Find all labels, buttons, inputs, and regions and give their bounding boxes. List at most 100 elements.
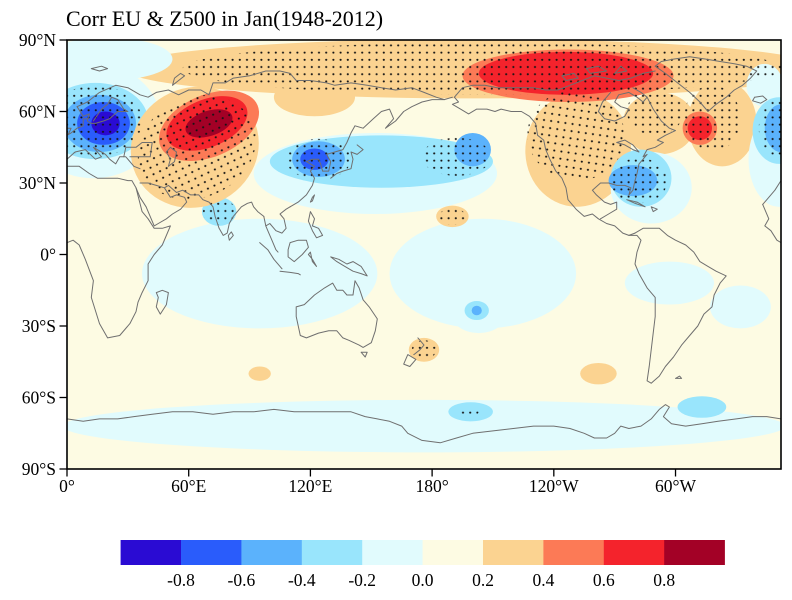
colorbar-segment--0.4to-0.2: [301, 540, 363, 565]
coastline: [762, 180, 781, 205]
coastline: [451, 96, 636, 236]
coastline: [76, 96, 129, 124]
coastline: [227, 231, 234, 241]
contour-blob-southern-ocean-weak-negative-band: [67, 399, 781, 453]
coastline: [307, 251, 317, 267]
colorbar-boundary-label: -0.6: [228, 570, 256, 590]
coastline: [628, 227, 727, 384]
coastline: [650, 206, 658, 213]
coastline: [626, 199, 646, 208]
colorbar-segment-0.2to0.4: [483, 540, 544, 565]
coastline: [67, 404, 781, 444]
contour-blob-south-indian-positive-spot: [248, 366, 271, 381]
contour-blob-se-pacific-negative-inner: [471, 305, 482, 316]
colorbar-boundary-label: -0.2: [348, 570, 376, 590]
contour-blob-se-pacific-positive-spot: [580, 362, 617, 385]
contour-blob-arctic-europe-weak-negative: [67, 40, 173, 81]
coastline: [259, 242, 283, 270]
stipple-sig-tropical-pacific: [439, 208, 466, 225]
colorbar-boundary-label: -0.4: [288, 570, 316, 590]
colorbar-segment-0.6to0.8: [603, 540, 665, 565]
contour-blob-tropical-indian-weak-negative: [142, 218, 378, 329]
stipple-sig-southern-ocean: [458, 407, 479, 417]
stipple-sig-arctic-band: [182, 42, 781, 95]
coastline: [403, 354, 417, 367]
y-tick-label: 90°N: [19, 30, 56, 50]
y-tick-label: 60°S: [22, 388, 56, 408]
axes: 0° 60°E 120°E 180° 120°W 60°W 90°N 60°N 30°N 0° 30…: [19, 30, 697, 496]
coastline: [360, 351, 368, 358]
coastline: [453, 70, 656, 98]
colorbar-boundary-label: 0.2: [472, 570, 494, 590]
colorbar-segment--0.8to-0.6: [181, 540, 242, 565]
coastline: [561, 72, 579, 81]
x-tick-label: 120°E: [288, 476, 332, 496]
coastline: [307, 211, 324, 239]
y-tick-label: 60°N: [19, 102, 56, 122]
coastline: [597, 87, 648, 122]
stipple-sig-west-atlantic: [610, 157, 668, 204]
colorbar-boundary-label: -0.8: [167, 570, 195, 590]
coastline: [76, 70, 453, 108]
coastline: [135, 182, 188, 227]
contour-blob-southern-ocean-negative-spot-east: [677, 396, 727, 418]
colorbar-segment-0.4to0.6: [543, 540, 605, 565]
colorbar-segment--0.6to-0.4: [241, 540, 303, 565]
figure-title: Corr EU & Z500 in Jan(1948-2012): [66, 6, 383, 31]
coastline: [163, 184, 265, 236]
coastline: [165, 146, 177, 167]
colorbar-boundary-label: 0.0: [412, 570, 434, 590]
colorbar-boundary-label: 0.8: [653, 570, 675, 590]
y-tick-label: 90°S: [22, 459, 56, 479]
colorbar-segment-0.0to0.2: [422, 540, 484, 565]
coastline: [591, 96, 676, 220]
coastline: [616, 139, 640, 153]
coastline: [263, 206, 291, 234]
coastline: [155, 289, 169, 315]
x-tick-label: 0°: [59, 476, 75, 496]
coastline: [265, 225, 279, 253]
colorbar-segment--0.2to0.0: [362, 540, 423, 565]
coastline: [67, 118, 88, 136]
y-tick-label: 0°: [40, 245, 56, 265]
colorbar-boundary-label: 0.4: [532, 570, 554, 590]
stipple-sig-ne-atlantic: [758, 99, 781, 157]
stipple-sig-ural: [137, 95, 256, 200]
colorbar-boundary-label: 0.6: [593, 570, 615, 590]
coastline: [585, 65, 608, 74]
contour-blob-south-america-east-weak-negative: [624, 261, 715, 305]
coastline: [279, 270, 301, 276]
coastline: [67, 146, 141, 170]
y-tick-label: 30°S: [22, 316, 56, 336]
coastline: [675, 375, 683, 379]
coastline: [67, 127, 72, 136]
coastline: [295, 280, 378, 348]
coastline-layer: [67, 56, 781, 444]
colorbar-segment-<-0.8: [120, 540, 182, 565]
coastline: [413, 337, 425, 356]
coastline: [287, 239, 309, 263]
contour-blob-south-atlantic-weak-negative: [710, 285, 771, 329]
x-tick-label: 120°W: [529, 476, 579, 496]
x-tick-label: 180°: [415, 476, 448, 496]
coastline: [330, 144, 364, 179]
coastline: [654, 56, 758, 112]
y-tick-label: 30°N: [19, 173, 56, 193]
colorbar: -0.8 -0.6 -0.4 -0.2 0.0 0.2 0.4 0.6 0.8: [120, 540, 725, 590]
stipple-sig-north-america: [527, 89, 625, 181]
coastline: [90, 65, 109, 72]
stipple-sig-atlantic-lobe: [683, 85, 741, 153]
significance-stipple-layer: [67, 42, 781, 417]
coastline: [752, 95, 768, 104]
contour-blob-central-pacific-tropical-weak-negative: [389, 218, 577, 329]
colorbar-segment->0.8: [664, 540, 725, 565]
coastline: [123, 142, 153, 158]
stipple-sig-central-pacific: [421, 137, 491, 176]
coastline: [172, 72, 186, 86]
coastline: [330, 256, 368, 277]
coastline: [67, 165, 171, 339]
coastline: [762, 203, 781, 244]
x-tick-label: 60°E: [171, 476, 206, 496]
